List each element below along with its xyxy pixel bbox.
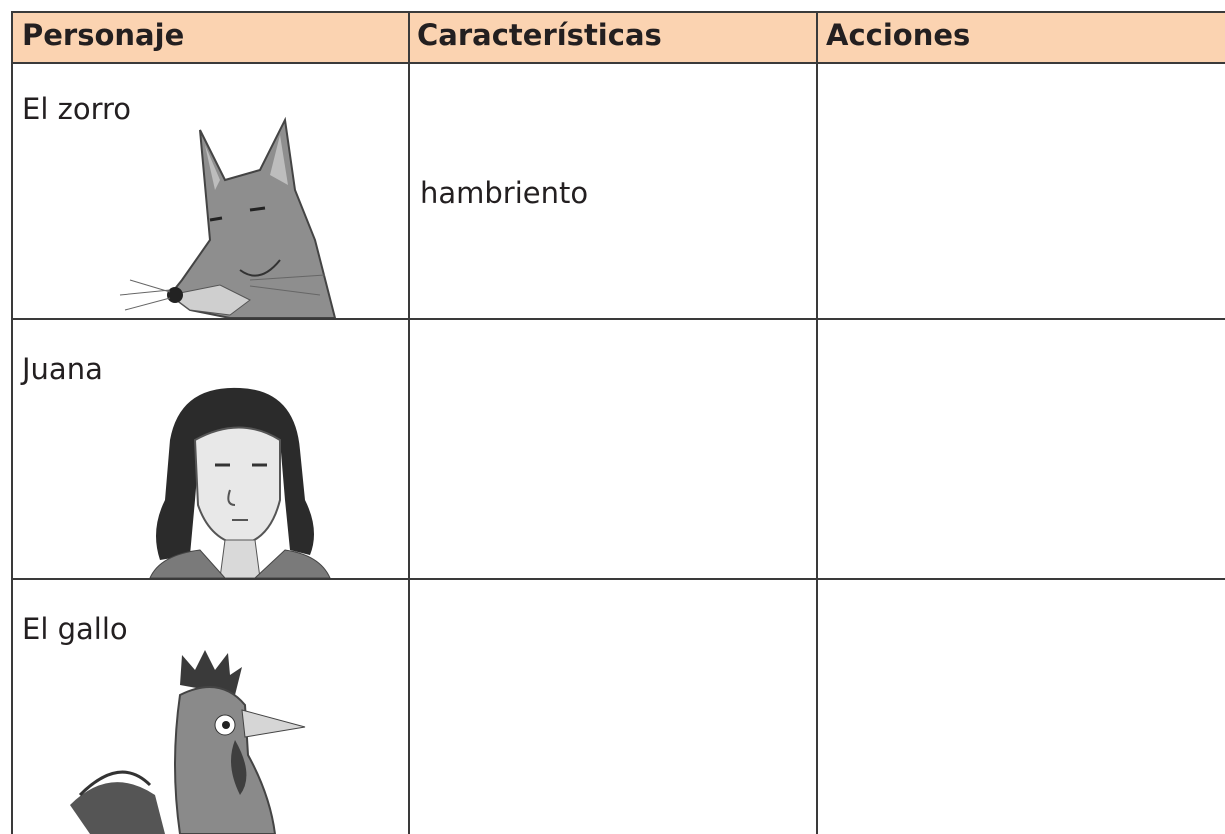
girl-illustration	[149, 387, 331, 578]
character-name: Juana	[22, 352, 103, 386]
border	[408, 11, 410, 834]
header-cell: Personaje	[22, 18, 185, 52]
border	[11, 11, 13, 834]
border	[12, 62, 1225, 64]
header-row	[12, 12, 1225, 62]
fox-illustration	[119, 116, 337, 318]
border	[12, 578, 1225, 580]
rooster-illustration	[70, 650, 306, 834]
border	[12, 318, 1225, 320]
border	[816, 11, 818, 834]
header-cell: Acciones	[826, 18, 971, 52]
characteristic: hambriento	[420, 176, 589, 210]
border	[12, 11, 1225, 13]
header-cell: Características	[417, 18, 662, 52]
character-name: El gallo	[22, 612, 128, 646]
character-name: El zorro	[22, 92, 132, 126]
